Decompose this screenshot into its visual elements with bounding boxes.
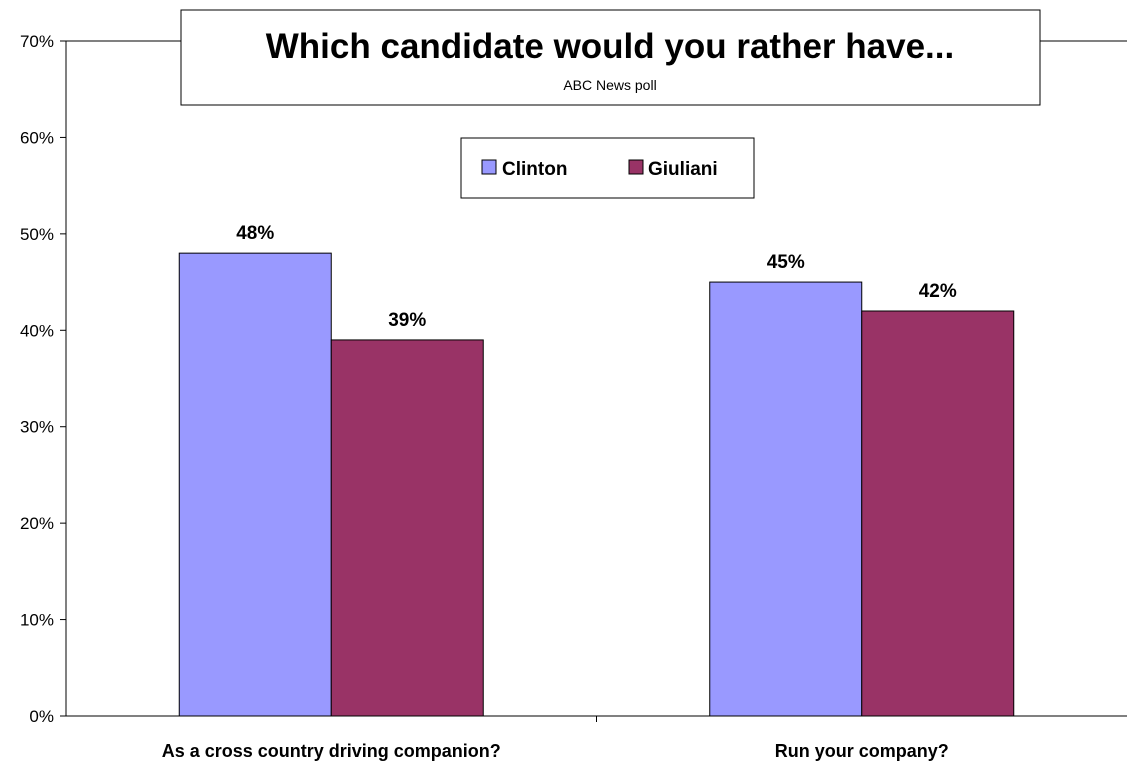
x-category-label: As a cross country driving companion?: [162, 741, 501, 761]
data-label: 45%: [767, 252, 805, 273]
y-tick-label: 70%: [20, 32, 54, 51]
chart-title: Which candidate would you rather have...: [266, 27, 954, 66]
legend: Clinton Giuliani: [460, 137, 755, 199]
bar-giuliani: [861, 310, 1015, 717]
y-tick-label: 0%: [29, 707, 54, 726]
bar-giuliani: [330, 339, 484, 717]
legend-swatch-giuliani: [628, 159, 644, 175]
y-tick-label: 30%: [20, 418, 54, 437]
bars: [178, 252, 1015, 717]
bar-clinton: [709, 281, 863, 717]
data-label: 48%: [236, 223, 274, 244]
title-box-border: [180, 9, 1041, 106]
legend-swatch-clinton: [481, 159, 497, 175]
y-tick-label: 40%: [20, 321, 54, 340]
data-label: 39%: [388, 310, 426, 331]
y-tick-label: 60%: [20, 128, 54, 147]
legend-label-clinton: Clinton: [502, 159, 567, 180]
chart-title-box: Which candidate would you rather have...…: [180, 9, 1041, 106]
y-tick-label: 20%: [20, 514, 54, 533]
legend-border: [460, 137, 755, 199]
data-label: 42%: [919, 281, 957, 302]
data-labels: 48% 39% 45% 42%: [236, 223, 957, 331]
legend-label-giuliani: Giuliani: [648, 159, 718, 180]
y-tick-label: 10%: [20, 611, 54, 630]
y-tick-label: 50%: [20, 225, 54, 244]
axes: 0% 10% 20% 30% 40% 50% 60% 70% As a cross countr…: [20, 32, 1127, 761]
x-category-label: Run your company?: [775, 741, 949, 761]
bar-clinton: [178, 252, 332, 717]
chart-subtitle: ABC News poll: [563, 77, 656, 93]
